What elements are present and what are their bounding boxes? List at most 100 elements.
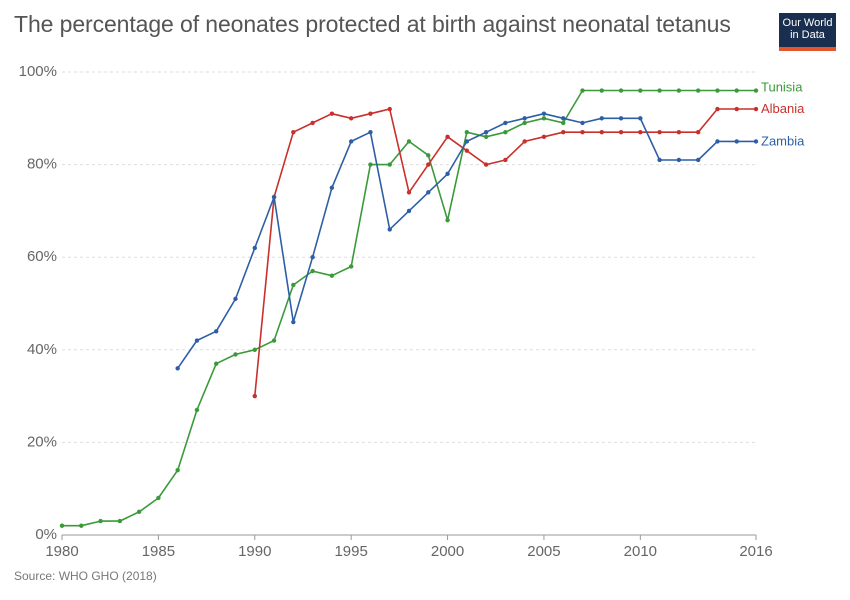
source-note: Source: WHO GHO (2018)	[14, 569, 157, 583]
series-label-zambia: Zambia	[761, 133, 805, 148]
data-point	[753, 88, 759, 93]
series-albania	[252, 106, 759, 399]
data-point	[599, 116, 604, 121]
y-tick-label: 100%	[19, 63, 57, 80]
y-tick-label: 80%	[27, 156, 57, 173]
gridlines	[62, 71, 756, 443]
logo-accent-bar	[779, 47, 836, 51]
data-point	[541, 111, 547, 116]
data-point	[406, 208, 412, 214]
data-point	[252, 245, 257, 251]
data-point	[117, 518, 123, 524]
data-point	[734, 88, 739, 93]
y-tick-label: 0%	[35, 526, 57, 543]
data-point	[676, 157, 682, 163]
data-point	[676, 129, 682, 135]
data-point	[426, 162, 431, 167]
series-label-albania: Albania	[761, 101, 805, 116]
data-point	[445, 134, 450, 140]
y-tick-label: 20%	[27, 433, 57, 450]
data-point	[715, 106, 720, 112]
x-tick-label: 2016	[739, 543, 772, 560]
data-point	[599, 88, 604, 93]
data-point	[580, 120, 585, 126]
data-point	[387, 106, 392, 112]
data-point	[98, 518, 103, 524]
data-point	[561, 129, 566, 135]
series-tunisia	[59, 88, 759, 528]
data-point	[136, 509, 142, 515]
data-point	[329, 185, 335, 190]
data-point	[483, 162, 489, 167]
data-point	[464, 129, 470, 135]
data-point	[657, 129, 662, 135]
data-point	[271, 338, 277, 343]
data-point	[753, 139, 759, 144]
data-point	[580, 88, 585, 93]
series-group	[59, 88, 759, 528]
x-tick-label: 1985	[142, 543, 175, 560]
data-point	[368, 162, 373, 167]
x-tick-label: 2000	[431, 543, 464, 560]
data-point	[541, 116, 547, 121]
x-tick-label: 1980	[45, 543, 78, 560]
data-point	[214, 329, 219, 334]
owid-logo[interactable]: Our World in Data	[779, 13, 836, 51]
data-point	[406, 190, 412, 195]
data-point	[271, 194, 277, 200]
data-point	[522, 116, 527, 121]
series-line	[62, 89, 756, 527]
data-point	[348, 264, 354, 269]
data-point	[368, 129, 373, 135]
data-point	[676, 88, 682, 93]
logo-line-2: in Data	[790, 29, 825, 41]
chart-title: The percentage of neonates protected at …	[14, 11, 731, 37]
data-point	[561, 116, 566, 121]
data-point	[310, 268, 315, 274]
series-end-labels: Tunisia Albania Zambia	[761, 80, 805, 149]
data-point	[156, 495, 161, 501]
data-point	[561, 120, 566, 126]
data-point	[426, 153, 431, 158]
data-point	[483, 129, 489, 135]
data-point	[252, 393, 257, 399]
data-point	[753, 106, 759, 112]
data-point	[618, 88, 624, 93]
data-point	[194, 338, 200, 343]
data-point	[426, 190, 431, 195]
series-line	[254, 108, 756, 397]
data-point	[79, 523, 84, 528]
x-tick-label: 2010	[624, 543, 657, 560]
data-point	[464, 139, 470, 144]
data-point	[638, 129, 643, 135]
series-zambia	[175, 111, 759, 371]
data-point	[638, 88, 643, 93]
data-point	[503, 129, 508, 135]
data-point	[348, 116, 354, 121]
data-point	[348, 139, 354, 144]
data-point	[734, 106, 739, 112]
logo-line-1: Our World	[782, 17, 833, 29]
data-point	[580, 129, 585, 135]
data-point	[368, 111, 373, 116]
data-point	[464, 148, 470, 153]
data-point	[522, 120, 527, 126]
data-point	[291, 129, 296, 135]
data-point	[618, 129, 624, 135]
data-point	[175, 366, 180, 371]
series-label-tunisia: Tunisia	[761, 80, 803, 95]
data-point	[638, 116, 643, 121]
data-point	[734, 139, 739, 144]
data-point	[715, 139, 720, 144]
x-tick-label: 2005	[527, 543, 560, 560]
data-point	[522, 139, 527, 144]
data-point	[695, 129, 701, 135]
data-point	[214, 361, 219, 366]
data-point	[194, 407, 200, 413]
data-point	[329, 273, 335, 278]
y-axis-tick-labels: 0% 20% 40% 60% 80% 100%	[19, 63, 57, 543]
y-tick-label: 60%	[27, 248, 57, 265]
data-point	[387, 227, 392, 232]
data-point	[599, 129, 604, 135]
